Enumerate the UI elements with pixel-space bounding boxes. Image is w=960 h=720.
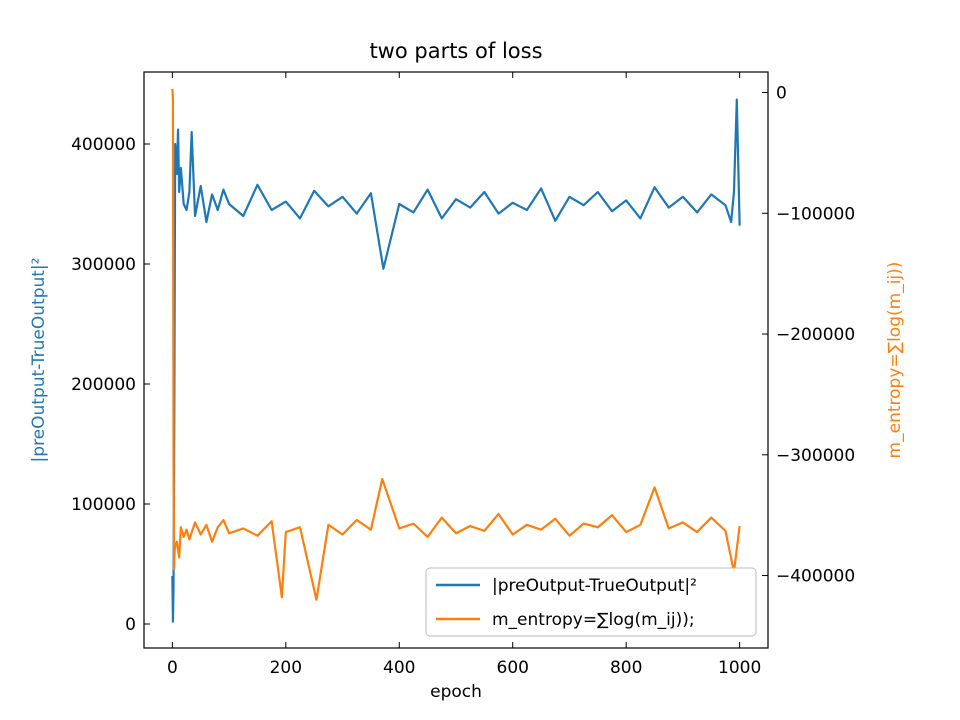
legend: |preOutput-TrueOutput|² m_entropy=∑log(m… [425, 567, 757, 637]
left-y-axis-label: |preOutput-TrueOutput|² [29, 258, 49, 463]
right-y-tick-label: −400000 [776, 567, 855, 587]
left-y-tick-label: 400000 [71, 135, 136, 155]
legend-entry-2: m_entropy=∑log(m_ij)); [492, 610, 695, 630]
x-tick-label: 1000 [718, 658, 761, 678]
x-axis-ticks: 0 200 400 600 800 1000 [167, 72, 761, 678]
x-tick-label: 800 [610, 658, 642, 678]
right-y-axis-label: m_entropy=∑log(m_ij)) [885, 262, 905, 459]
series-line-2 [171, 88, 741, 601]
x-axis-label: epoch [430, 682, 482, 702]
left-y-tick-label: 300000 [71, 255, 136, 275]
left-y-tick-label: 200000 [71, 375, 136, 395]
legend-box [425, 567, 757, 637]
right-y-tick-label: −200000 [776, 325, 855, 345]
left-y-tick-label: 100000 [71, 495, 136, 515]
plot-frame [143, 71, 769, 649]
x-tick-label: 200 [270, 658, 302, 678]
plot-layer [171, 88, 741, 623]
right-y-tick-label: −100000 [776, 204, 855, 224]
right-y-tick-label: −300000 [776, 446, 855, 466]
series-line-1 [171, 98, 741, 623]
chart-title: two parts of loss [369, 39, 542, 63]
x-tick-label: 0 [167, 658, 178, 678]
x-tick-label: 400 [383, 658, 415, 678]
right-y-axis-ticks: 0 −100000 −200000 −300000 −400000 [762, 84, 855, 587]
legend-entry-1: |preOutput-TrueOutput|² [492, 576, 697, 596]
right-y-tick-label: 0 [776, 84, 787, 104]
left-y-axis-ticks: 0 100000 200000 300000 400000 [71, 135, 150, 635]
left-y-tick-label: 0 [125, 615, 136, 635]
x-tick-label: 600 [497, 658, 529, 678]
